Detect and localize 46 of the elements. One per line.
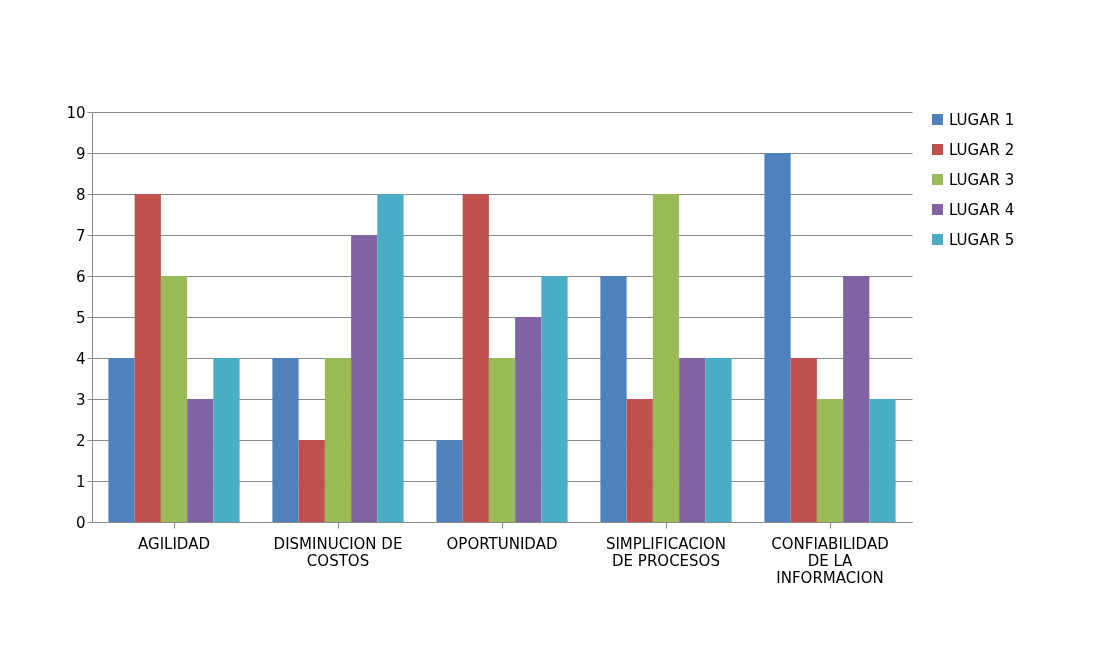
legend-label: LUGAR 2 (949, 140, 1015, 159)
bar (679, 358, 706, 522)
legend-label: LUGAR 5 (949, 230, 1015, 249)
y-tick-label: 1 (75, 472, 86, 491)
y-tick-label: 2 (75, 431, 86, 450)
bar (187, 399, 214, 522)
x-tick-label: AGILIDAD (138, 534, 210, 553)
legend-label: LUGAR 1 (949, 110, 1015, 129)
bar (160, 276, 188, 522)
bar (377, 194, 404, 522)
bar (541, 276, 568, 522)
x-tick-label: OPORTUNIDAD (446, 534, 558, 553)
y-tick-label: 6 (75, 267, 86, 286)
bar (324, 358, 352, 522)
bar (108, 358, 135, 522)
x-tick-label: SIMPLIFICACION DE PROCESOS (605, 534, 727, 570)
bar (515, 317, 542, 522)
bar (764, 153, 791, 522)
bar (843, 276, 870, 522)
x-tick-label: DISMINUCION DE COSTOS (273, 534, 403, 570)
bar (790, 358, 817, 522)
bar (272, 358, 299, 522)
bar (462, 194, 489, 522)
y-tick-label: 7 (75, 226, 86, 245)
y-tick-label: 5 (75, 308, 86, 327)
y-tick-label: 3 (75, 390, 86, 409)
y-tick-label: 0 (75, 513, 86, 532)
legend-label: LUGAR 3 (949, 170, 1015, 189)
bar (436, 440, 463, 522)
bar (705, 358, 732, 522)
bar (213, 358, 240, 522)
bar (869, 399, 896, 522)
x-tick-label: CONFIABILIDAD DE LA INFORMACION (771, 534, 889, 587)
y-tick-label: 9 (75, 144, 86, 163)
y-tick-label: 4 (75, 349, 86, 368)
bar (600, 276, 627, 522)
bar (351, 235, 378, 522)
bar (134, 194, 161, 522)
bar (652, 194, 680, 522)
legend-label: LUGAR 4 (949, 200, 1015, 219)
y-tick-label: 10 (66, 103, 86, 122)
bar (298, 440, 325, 522)
y-tick-label: 8 (75, 185, 86, 204)
bar (626, 399, 653, 522)
bar (816, 399, 844, 522)
bar (488, 358, 516, 522)
